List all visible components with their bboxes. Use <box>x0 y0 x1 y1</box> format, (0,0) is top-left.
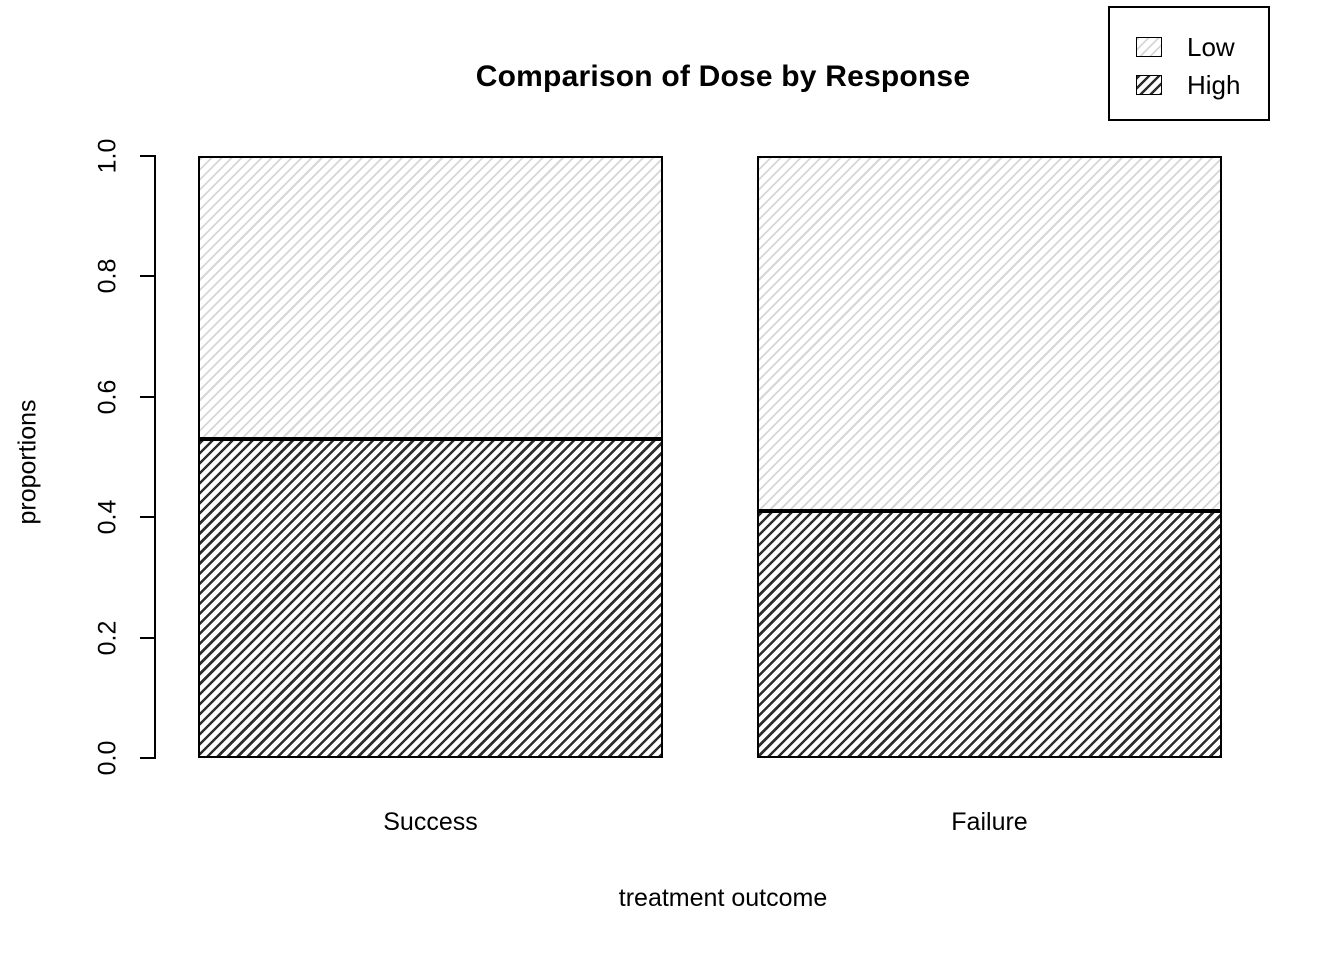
y-tick-mark <box>140 155 155 157</box>
y-tick-label-text: 0.2 <box>93 620 122 655</box>
x-category-label-text: Failure <box>951 808 1028 836</box>
bar-segment-success-low <box>198 156 663 439</box>
x-category-label-text: Success <box>383 808 478 836</box>
bar-segment-failure-low <box>757 156 1222 512</box>
y-tick-mark <box>140 516 155 519</box>
bar-segment-failure-high <box>757 511 1222 758</box>
y-tick-mark <box>140 275 155 278</box>
legend: Low High <box>1108 6 1270 121</box>
y-tick-mark <box>140 636 155 639</box>
legend-swatch-low-hatch-icon <box>1136 37 1162 57</box>
legend-item-high: High <box>1136 66 1268 104</box>
legend-item-low: Low <box>1136 28 1268 66</box>
legend-label-high: High <box>1187 70 1241 100</box>
y-tick-mark <box>140 757 155 759</box>
legend-swatch-high-hatch-icon <box>1136 75 1162 95</box>
y-tick-label-text: 0.6 <box>93 379 122 415</box>
y-axis-line <box>154 155 156 759</box>
y-tick-label-text: 1.0 <box>93 138 122 174</box>
y-tick-label-text: 0.0 <box>93 740 122 776</box>
y-tick-label-text: 0.8 <box>93 259 122 294</box>
y-tick-mark <box>140 395 155 398</box>
bar-segment-success-high <box>198 438 663 758</box>
y-tick-label-text: 0.4 <box>93 499 122 535</box>
legend-label-low: Low <box>1187 32 1235 62</box>
chart-title: Comparison of Dose by Response <box>475 60 971 93</box>
x-axis-title: treatment outcome <box>618 884 828 912</box>
